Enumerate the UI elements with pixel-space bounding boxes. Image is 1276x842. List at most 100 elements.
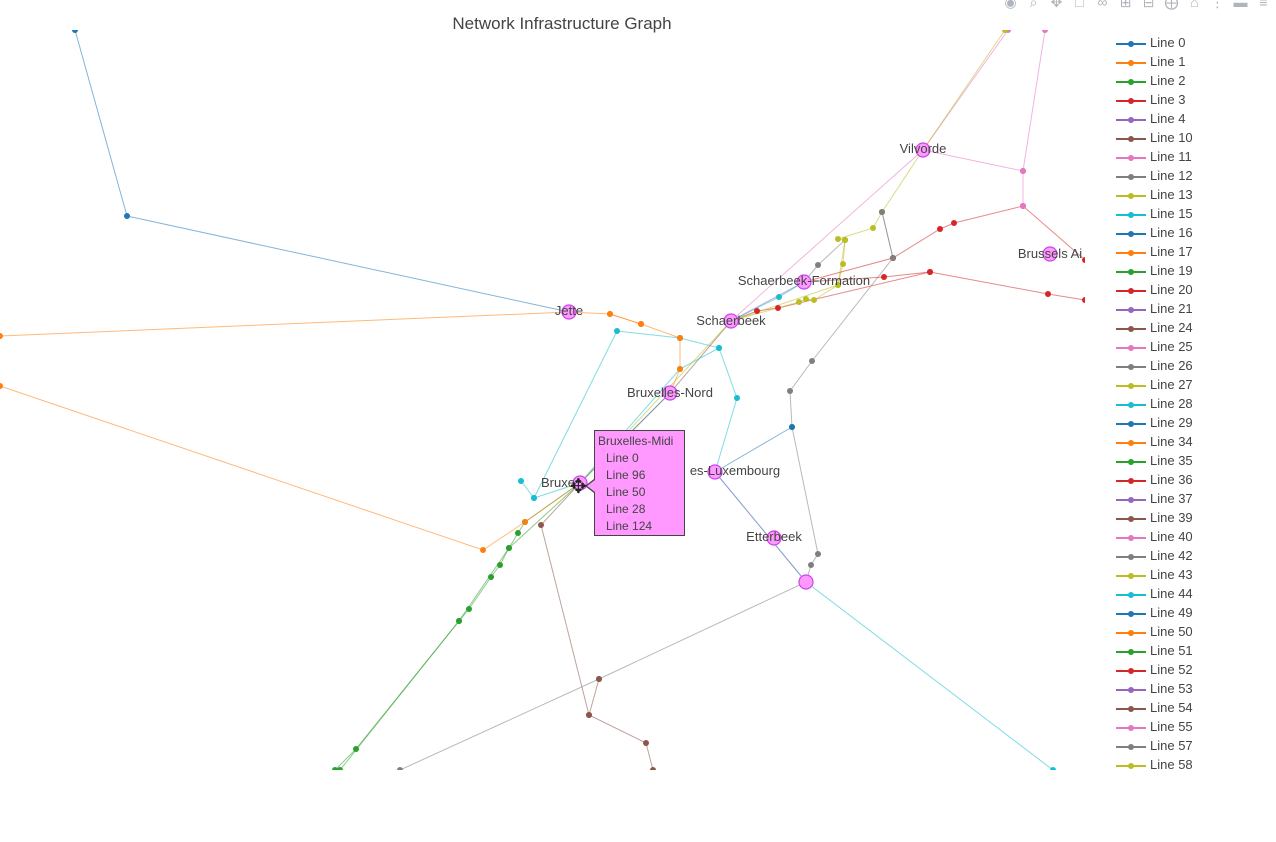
legend-item[interactable]: Line 27 <box>1113 376 1273 395</box>
series-line-27-point[interactable] <box>842 237 848 243</box>
series-line-36-point[interactable] <box>1082 257 1088 263</box>
series-line-12-point[interactable] <box>787 388 793 394</box>
legend-item[interactable]: Line 34 <box>1113 433 1273 452</box>
legend-item[interactable]: Line 54 <box>1113 699 1273 718</box>
series-line-50-point[interactable] <box>638 321 644 327</box>
series-line-36-point[interactable] <box>951 220 957 226</box>
series-line-13-point[interactable] <box>811 297 817 303</box>
more-icon[interactable]: ⋮ <box>1210 0 1225 10</box>
legend-item[interactable]: Line 43 <box>1113 566 1273 585</box>
legend-item[interactable]: Line 2 <box>1113 72 1273 91</box>
series-line-13-point[interactable] <box>835 236 841 242</box>
pan-icon[interactable]: ✥ <box>1050 0 1063 10</box>
station-jette-marker[interactable] <box>561 304 577 320</box>
series-line-13-point[interactable] <box>870 225 876 231</box>
series-line-42-path[interactable] <box>881 211 894 259</box>
home-icon[interactable]: ⌂ <box>1190 0 1199 10</box>
series-line-42-point[interactable] <box>890 255 896 261</box>
series-line-3-point[interactable] <box>1045 291 1051 297</box>
series-line-15-point[interactable] <box>531 495 537 501</box>
legend-item[interactable]: Line 44 <box>1113 585 1273 604</box>
station-brussels-ai-marker[interactable] <box>1042 246 1058 262</box>
series-line-13-point[interactable] <box>1002 27 1008 33</box>
legend-item[interactable]: Line 50 <box>1113 623 1273 642</box>
series-line-3-point[interactable] <box>775 305 781 311</box>
series-line-36-path[interactable] <box>803 205 1085 283</box>
station-es-luxembourg-marker[interactable] <box>707 464 723 480</box>
series-line-19-point[interactable] <box>337 767 343 773</box>
series-line-12-point[interactable] <box>397 767 403 773</box>
legend-item[interactable]: Line 20 <box>1113 281 1273 300</box>
legend-item[interactable]: Line 55 <box>1113 718 1273 737</box>
series-line-50-point[interactable] <box>607 311 613 317</box>
series-line-15-point[interactable] <box>734 395 740 401</box>
zoom-in-icon[interactable]: ⊞ <box>1119 0 1132 10</box>
legend-item[interactable]: Line 15 <box>1113 205 1273 224</box>
series-line-15-point[interactable] <box>518 478 524 484</box>
series-line-2-point[interactable] <box>466 606 472 612</box>
series-line-28-point[interactable] <box>716 345 722 351</box>
series-line-0-point[interactable] <box>124 213 130 219</box>
series-line-36-point[interactable] <box>937 226 943 232</box>
series-line-3-point[interactable] <box>1082 297 1088 303</box>
series-line-10-point[interactable] <box>650 767 656 773</box>
series-line-15-point[interactable] <box>614 328 620 334</box>
series-line-0-point[interactable] <box>72 27 78 33</box>
station-schaerbeek-marker[interactable] <box>723 313 739 329</box>
series-line-42-point[interactable] <box>879 209 885 215</box>
series-line-13-point[interactable] <box>840 261 846 267</box>
legend-item[interactable]: Line 16 <box>1113 224 1273 243</box>
spike-icon[interactable]: ▬ <box>1233 0 1248 10</box>
series-line-17-path[interactable] <box>0 385 581 551</box>
series-line-12-point[interactable] <box>808 562 814 568</box>
series-line-40-point[interactable] <box>1020 203 1026 209</box>
series-line-37-path[interactable] <box>714 471 807 583</box>
series-line-13-point[interactable] <box>803 296 809 302</box>
series-line-3-path[interactable] <box>730 271 1085 322</box>
legend-item[interactable]: Line 21 <box>1113 300 1273 319</box>
series-line-1-point[interactable] <box>0 333 3 339</box>
legend-item[interactable]: Line 4 <box>1113 110 1273 129</box>
series-line-29-path[interactable] <box>714 426 793 473</box>
series-line-19-point[interactable] <box>506 545 512 551</box>
legend-item[interactable]: Line 51 <box>1113 642 1273 661</box>
legend-item[interactable]: Line 58 <box>1113 756 1273 770</box>
series-line-15-point[interactable] <box>1050 767 1056 773</box>
legend-item[interactable]: Line 40 <box>1113 528 1273 547</box>
series-line-2-point[interactable] <box>497 562 503 568</box>
series-line-17-point[interactable] <box>480 547 486 553</box>
series-line-34-point[interactable] <box>677 335 683 341</box>
compare-icon[interactable]: ≡ <box>1259 0 1268 10</box>
series-line-39-point[interactable] <box>586 712 592 718</box>
series-line-50-path[interactable] <box>609 313 642 325</box>
series-line-12-point[interactable] <box>815 551 821 557</box>
series-line-19-path[interactable] <box>339 482 581 770</box>
series-line-24-path[interactable] <box>669 320 732 394</box>
series-line-20-point[interactable] <box>927 269 933 275</box>
legend-item[interactable]: Line 29 <box>1113 414 1273 433</box>
legend-item[interactable]: Line 49 <box>1113 604 1273 623</box>
legend-item[interactable]: Line 25 <box>1113 338 1273 357</box>
legend-item[interactable]: Line 52 <box>1113 661 1273 680</box>
series-line-26-point[interactable] <box>815 262 821 268</box>
series-line-17-point[interactable] <box>0 383 3 389</box>
station-schaerbeek-formation-marker[interactable] <box>796 274 812 290</box>
lasso-icon[interactable]: ∞ <box>1097 0 1108 10</box>
series-line-0-path[interactable] <box>74 30 570 313</box>
series-line-44-point[interactable] <box>776 294 782 300</box>
station-etterbeek-marker[interactable] <box>766 530 782 546</box>
legend-item[interactable]: Line 12 <box>1113 167 1273 186</box>
series-line-40-point[interactable] <box>1020 168 1026 174</box>
legend-item[interactable]: Line 10 <box>1113 129 1273 148</box>
series-line-2-point[interactable] <box>488 574 494 580</box>
series-line-27-point[interactable] <box>835 282 841 288</box>
camera-icon[interactable]: ◉ <box>1004 0 1017 10</box>
series-line-10-point[interactable] <box>538 522 544 528</box>
legend-item[interactable]: Line 19 <box>1113 262 1273 281</box>
autoscale-icon[interactable]: ⨁ <box>1164 0 1179 10</box>
series-line-34-point[interactable] <box>677 366 683 372</box>
series-line-2-point[interactable] <box>515 530 521 536</box>
series-line-10-point[interactable] <box>643 740 649 746</box>
series-line-19-point[interactable] <box>456 618 462 624</box>
